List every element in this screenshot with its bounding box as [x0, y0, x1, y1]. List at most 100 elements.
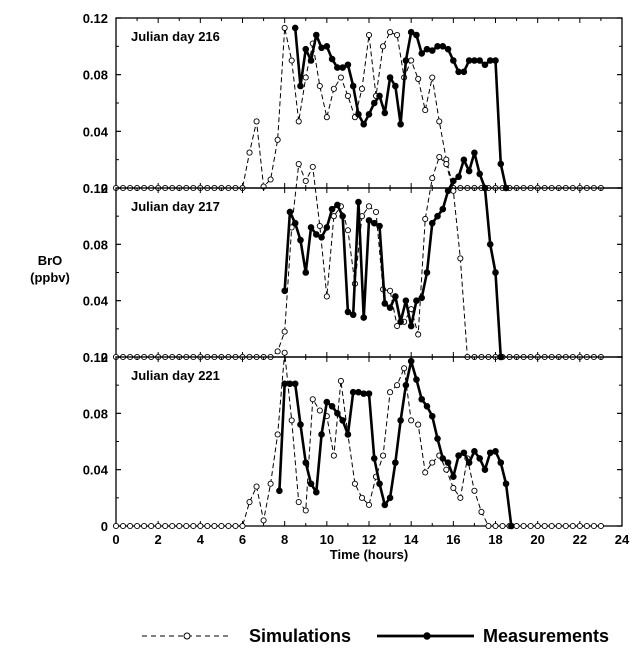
data-point-simulations	[211, 522, 218, 530]
data-point-measurements	[402, 297, 410, 304]
data-point-simulations	[239, 522, 246, 530]
data-point-simulations	[583, 522, 590, 530]
data-point-measurements	[471, 57, 478, 64]
data-point-simulations	[176, 522, 183, 530]
data-point-simulations	[344, 92, 351, 99]
data-point-simulations	[295, 499, 302, 506]
data-point-simulations	[323, 114, 330, 121]
data-point-measurements	[381, 300, 389, 307]
data-point-measurements	[381, 109, 389, 117]
data-point-measurements	[423, 402, 431, 410]
y-tick-label: 0.08	[83, 406, 108, 421]
data-point-measurements	[492, 57, 499, 64]
data-point-measurements	[360, 314, 368, 321]
data-point-measurements	[370, 99, 378, 107]
data-point-measurements	[281, 287, 288, 295]
x-tick-label: 10	[320, 532, 334, 547]
data-point-simulations	[436, 118, 443, 125]
data-point-simulations	[429, 459, 436, 466]
data-point-measurements	[471, 149, 478, 157]
data-point-simulations	[274, 348, 281, 355]
data-point-measurements	[339, 212, 346, 220]
data-point-simulations	[499, 522, 506, 530]
data-point-measurements	[323, 43, 331, 50]
y-tick-label: 0.04	[83, 294, 109, 309]
data-point-simulations	[372, 208, 380, 215]
y-tick-label: 0.04	[83, 463, 109, 478]
data-point-simulations	[443, 466, 450, 473]
data-point-simulations	[365, 203, 373, 210]
data-point-measurements	[392, 82, 399, 90]
data-point-measurements	[334, 201, 341, 209]
data-point-simulations	[436, 153, 443, 161]
data-point-simulations	[204, 522, 211, 530]
data-point-simulations	[246, 499, 253, 506]
data-point-simulations	[415, 331, 422, 338]
data-point-measurements	[492, 269, 499, 276]
data-point-measurements	[381, 501, 389, 509]
data-point-measurements	[323, 398, 331, 406]
data-point-simulations	[394, 31, 401, 39]
y-tick-label: 0	[101, 519, 108, 534]
data-point-measurements	[302, 459, 310, 466]
y-tick-label: 0.08	[83, 68, 108, 83]
data-point-measurements	[428, 47, 436, 54]
data-point-simulations	[183, 522, 190, 530]
data-point-measurements	[386, 304, 394, 312]
data-point-measurements	[328, 55, 336, 63]
y-axis-label-unit: (ppbv)	[30, 270, 70, 285]
data-point-simulations	[127, 522, 134, 530]
data-point-simulations	[225, 522, 232, 530]
data-point-measurements	[460, 156, 468, 164]
data-point-simulations	[274, 136, 281, 143]
data-point-simulations	[380, 452, 387, 459]
data-point-simulations	[429, 74, 436, 81]
data-point-measurements	[465, 167, 473, 175]
y-tick-label: 0	[101, 181, 108, 196]
data-point-measurements	[307, 480, 315, 488]
data-point-measurements	[312, 488, 320, 496]
data-point-measurements	[418, 294, 426, 302]
data-point-measurements	[355, 198, 362, 206]
data-point-measurements	[286, 208, 294, 216]
data-point-measurements	[365, 390, 373, 397]
data-point-simulations	[316, 222, 323, 230]
data-point-measurements	[339, 417, 346, 424]
data-point-simulations	[457, 255, 464, 262]
data-point-measurements	[481, 466, 489, 473]
data-point-measurements	[318, 233, 325, 241]
data-point-simulations	[162, 522, 169, 530]
data-point-simulations	[267, 176, 274, 183]
series-line-measurements	[293, 27, 508, 189]
data-point-simulations	[337, 74, 344, 81]
data-point-measurements	[428, 412, 436, 420]
y-tick-label: 0.08	[83, 237, 108, 252]
data-point-simulations	[380, 43, 387, 50]
x-tick-label: 12	[362, 532, 376, 547]
data-point-measurements	[291, 219, 299, 227]
data-point-measurements	[413, 297, 420, 304]
data-point-simulations	[119, 522, 127, 530]
data-point-simulations	[450, 484, 457, 492]
data-point-simulations	[246, 149, 253, 156]
data-point-simulations	[541, 522, 548, 530]
y-tick-label: 0.12	[83, 181, 108, 196]
data-point-simulations	[422, 107, 429, 114]
data-point-measurements	[407, 357, 415, 365]
data-point-measurements	[434, 212, 441, 220]
data-point-measurements	[397, 120, 404, 128]
data-point-measurements	[434, 43, 441, 50]
panel-title: Julian day 221	[131, 368, 220, 383]
data-point-simulations	[485, 522, 492, 530]
data-point-simulations	[253, 118, 260, 125]
data-point-measurements	[455, 68, 462, 76]
data-point-simulations	[112, 522, 120, 530]
data-point-simulations	[555, 522, 562, 530]
legend	[142, 632, 474, 640]
x-tick-label: 4	[197, 532, 205, 547]
data-point-measurements	[397, 417, 404, 424]
x-tick-label: 0	[112, 532, 119, 547]
data-point-simulations	[302, 74, 309, 81]
